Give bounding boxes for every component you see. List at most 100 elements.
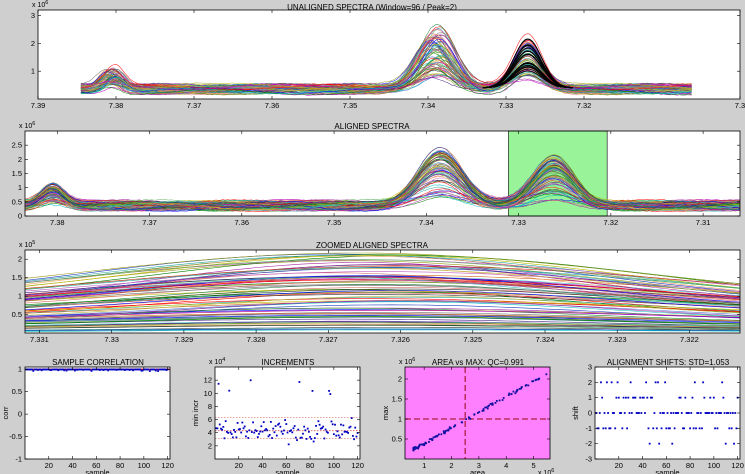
x-tick-label: 7.37: [187, 101, 202, 110]
x-axis-label: sample: [275, 468, 299, 474]
data-point: [233, 429, 235, 431]
data-point: [306, 438, 308, 440]
data-point: [245, 435, 247, 437]
data-point: [340, 424, 342, 426]
y-tick-label: 0.5: [12, 387, 22, 396]
data-point: [307, 428, 309, 430]
chart-title: ALIGNED SPECTRA: [334, 122, 410, 131]
x-tick-label: 7.34: [419, 218, 434, 227]
x-tick-label: 7.34: [421, 101, 436, 110]
data-point: [606, 381, 608, 383]
y-tick-label: 2: [18, 155, 22, 164]
data-point: [252, 421, 254, 423]
data-point: [222, 426, 224, 428]
x-tick-label: 100: [138, 461, 151, 470]
x-tick-label: 2: [449, 461, 453, 470]
x-tick-label: 40: [258, 461, 266, 470]
plot-area: [25, 367, 170, 459]
data-point: [354, 427, 356, 429]
data-point: [618, 397, 620, 399]
data-point: [428, 441, 430, 443]
data-point: [239, 428, 241, 430]
data-point: [631, 412, 633, 414]
x-tick-label: 7.328: [247, 335, 266, 344]
x-tick-label: 7.36: [235, 218, 250, 227]
data-point: [654, 412, 656, 414]
data-point: [329, 393, 331, 395]
x-tick-label: 7.323: [608, 335, 627, 344]
y-exponent-label: x 106: [19, 121, 35, 130]
data-point: [525, 385, 527, 387]
data-point: [714, 427, 716, 429]
data-point: [228, 390, 230, 392]
data-point: [502, 399, 504, 401]
data-point: [605, 427, 607, 429]
data-point: [621, 427, 623, 429]
data-point: [531, 380, 533, 382]
data-point: [149, 370, 151, 372]
data-point: [219, 424, 221, 426]
data-point: [693, 427, 695, 429]
data-point: [295, 437, 297, 439]
y-tick-label: 2.5: [12, 141, 22, 150]
data-point: [508, 393, 510, 395]
data-point: [508, 394, 510, 396]
data-point: [230, 432, 232, 434]
data-point: [724, 412, 726, 414]
x-tick-label: 120: [351, 461, 364, 470]
x-axis-label: area: [470, 468, 486, 474]
x-tick-label: 100: [328, 461, 341, 470]
data-point: [433, 437, 435, 439]
data-point: [673, 412, 675, 414]
x-tick-label: 4: [504, 461, 508, 470]
data-point: [257, 436, 259, 438]
data-point: [281, 431, 283, 433]
data-point: [469, 417, 471, 419]
data-point: [663, 412, 665, 414]
y-tick-label: 0.5: [12, 310, 22, 319]
data-point: [615, 397, 617, 399]
chart-increments: INCREMENTS 20 40 60 80 100 120 2 4 6 8 10 12 sample mi…: [191, 357, 364, 474]
data-point: [157, 370, 159, 372]
data-point: [465, 418, 467, 420]
y-exponent-label: x 106: [399, 357, 415, 366]
x-tick-label: 40: [68, 461, 76, 470]
data-point: [423, 444, 425, 446]
data-point: [271, 437, 273, 439]
data-point: [620, 412, 622, 414]
data-point: [290, 429, 292, 431]
data-point: [709, 397, 711, 399]
x-tick-label: 20: [615, 461, 623, 470]
data-point: [249, 429, 251, 431]
data-point: [604, 412, 606, 414]
data-point: [285, 423, 287, 425]
data-point: [313, 441, 315, 443]
data-point: [431, 439, 433, 441]
x-tick-label: 120: [161, 461, 174, 470]
data-point: [272, 428, 274, 430]
data-point: [644, 412, 646, 414]
data-point: [438, 433, 440, 435]
data-point: [461, 422, 463, 424]
data-point: [262, 431, 264, 433]
data-point: [702, 381, 704, 383]
data-point: [487, 406, 489, 408]
data-point: [733, 443, 735, 445]
data-point: [333, 433, 335, 435]
y-axis-label: corr: [1, 406, 10, 419]
x-tick-label: 7.33: [511, 218, 526, 227]
data-point: [309, 436, 311, 438]
y-tick-label: 8: [208, 402, 212, 411]
x-tick-label: 7.35: [327, 218, 342, 227]
data-point: [246, 431, 248, 433]
data-point: [253, 432, 255, 434]
y-tick-label: 1: [588, 393, 592, 402]
y-tick-label: 6: [208, 415, 212, 424]
x-tick-label: 7.3: [735, 101, 745, 110]
data-point: [611, 381, 613, 383]
x-tick-label: 20: [235, 461, 243, 470]
data-point: [671, 443, 673, 445]
y-axis-label: min incr: [191, 399, 200, 426]
data-point: [477, 412, 479, 414]
y-tick-label: -1: [585, 424, 592, 433]
